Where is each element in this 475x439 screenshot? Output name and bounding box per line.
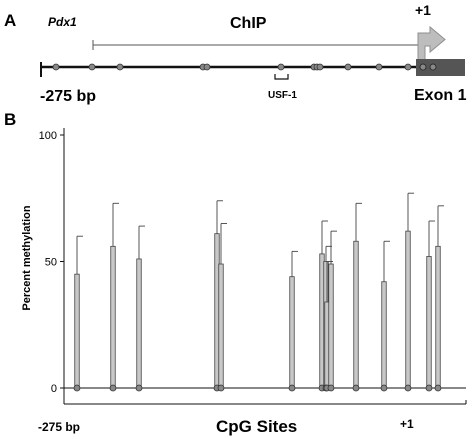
panel-a: A Pdx1 ChIP +1 (4, 2, 467, 105)
tss-label: +1 (415, 2, 431, 18)
cpg-baseline-dot (73, 384, 81, 392)
cpg-sites-baseline (64, 384, 466, 392)
usf1-bracket (274, 74, 289, 80)
y-axis-label: Percent methylation (21, 205, 33, 310)
cpg-baseline-dot (288, 384, 296, 392)
cpg-dot (277, 63, 285, 71)
bar (218, 263, 224, 389)
y-tick-label: 50 (45, 257, 57, 269)
chip-label: ChIP (230, 15, 267, 32)
promoter-start-label: -275 bp (40, 88, 96, 105)
bar (405, 230, 411, 389)
cpg-dot (116, 63, 124, 71)
bars-group (74, 230, 441, 389)
x-end-label: +1 (400, 417, 414, 431)
y-tick-label: 0 (51, 383, 57, 395)
x-axis-label: CpG Sites (216, 417, 297, 436)
cpg-dot-exon (429, 63, 437, 71)
gene-name: Pdx1 (48, 15, 77, 29)
panel-b: B Percent methylation 0 50 100 -275 bp CpG… (4, 110, 467, 436)
exon-label: Exon 1 (414, 87, 467, 104)
panel-b-label: B (4, 110, 16, 129)
bar (328, 263, 334, 389)
cpg-dot (344, 63, 352, 71)
bar (289, 276, 295, 389)
cpg-dot (375, 63, 383, 71)
cpg-baseline-dot (217, 384, 225, 392)
panel-a-label: A (4, 11, 16, 30)
cpg-dot (404, 63, 412, 71)
usf1-label: USF-1 (268, 90, 297, 101)
tss-arrow-icon (417, 25, 446, 67)
cpg-baseline-dot (135, 384, 143, 392)
cpg-baseline-dot (327, 384, 335, 392)
cpg-baseline-dot (352, 384, 360, 392)
bar (353, 240, 359, 389)
cpg-sites-promoter (52, 63, 437, 71)
bar (435, 245, 441, 389)
cpg-dot (52, 63, 60, 71)
error-bars-group (76, 192, 444, 302)
cpg-dot-exon (419, 63, 427, 71)
x-start-label: -275 bp (38, 420, 80, 434)
y-axis: 0 50 100 (39, 128, 65, 404)
cpg-baseline-dot (109, 384, 117, 392)
bar (136, 258, 142, 389)
bar (426, 256, 432, 389)
cpg-dot (203, 63, 211, 71)
exon-box (416, 59, 465, 76)
cpg-baseline-dot (425, 384, 433, 392)
cpg-baseline-dot (404, 384, 412, 392)
cpg-baseline-dot (380, 384, 388, 392)
bar (381, 281, 387, 389)
bar (74, 273, 80, 389)
cpg-dot (88, 63, 96, 71)
cpg-dot (316, 63, 324, 71)
cpg-baseline-dot (434, 384, 442, 392)
bar (110, 245, 116, 389)
y-tick-label: 100 (39, 130, 57, 142)
